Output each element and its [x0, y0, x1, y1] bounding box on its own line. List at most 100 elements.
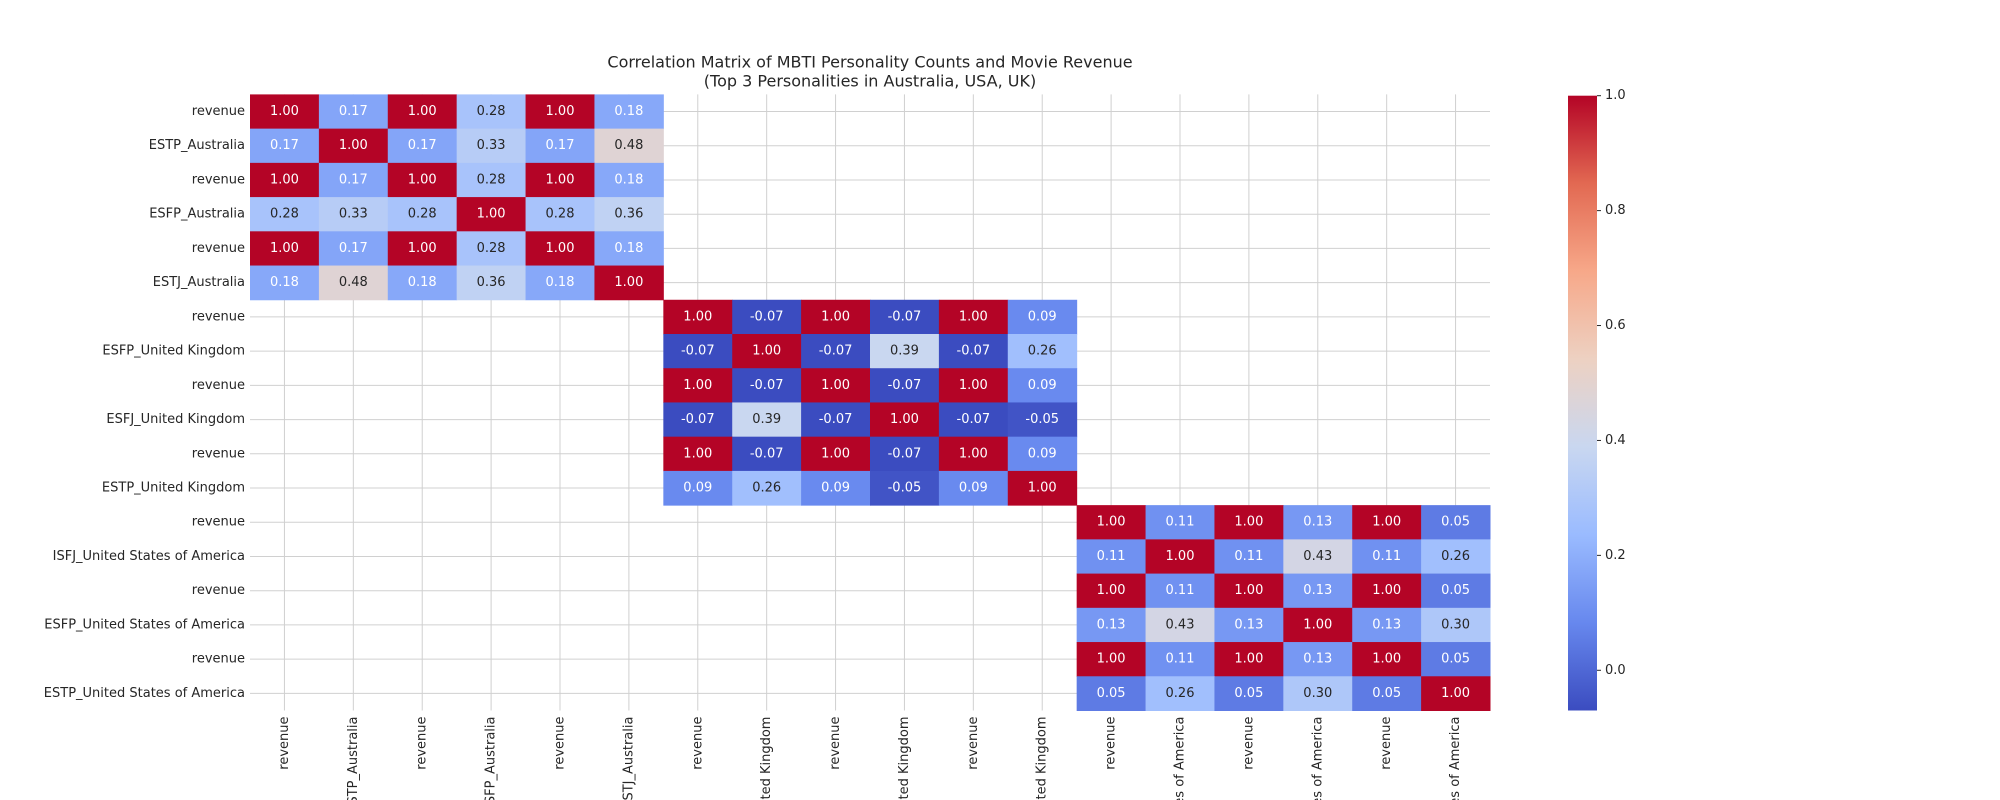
heatmap-cell [801, 368, 871, 403]
cell-label: 0.05 [1234, 686, 1263, 701]
heatmap-cell [1421, 607, 1491, 643]
cell-label: -0.07 [819, 344, 853, 359]
heatmap-cell [1007, 368, 1078, 403]
cell-label: 1.00 [1372, 515, 1401, 530]
heatmap-cell [938, 470, 1009, 506]
cell-label: 1.00 [408, 241, 437, 256]
cell-label: 0.18 [408, 275, 437, 290]
cell-label: 0.28 [477, 104, 506, 119]
cell-label: 0.11 [1234, 549, 1263, 564]
heatmap-cell [801, 299, 871, 335]
heatmap-cell [938, 299, 1009, 335]
heatmap-cell [318, 128, 389, 164]
heatmap-cell [1421, 505, 1491, 540]
cell-label: -0.07 [888, 309, 922, 324]
cell-label: -0.05 [888, 481, 922, 496]
heatmap-cell [318, 265, 389, 301]
heatmap-cell [938, 333, 1009, 369]
heatmap-cell [594, 231, 664, 267]
colorbar-tick-label: 0.8 [1605, 203, 1626, 218]
heatmap-cell [732, 299, 802, 335]
heatmap-cell [1352, 607, 1422, 643]
chart-title: Correlation Matrix of MBTI Personality C… [607, 53, 1132, 72]
heatmap-cell [387, 197, 458, 232]
heatmap-cell [1076, 607, 1147, 643]
cell-label: 1.00 [614, 275, 643, 290]
heatmap-cell [1214, 539, 1284, 575]
heatmap-cell [732, 470, 802, 506]
heatmap-cell [250, 128, 320, 164]
heatmap-cell [1283, 642, 1353, 677]
heatmap-cell [525, 94, 595, 130]
cell-label: 1.00 [1372, 583, 1401, 598]
cell-label: 0.11 [1166, 652, 1195, 667]
heatmap-cell [1076, 676, 1147, 711]
heatmap-cell [318, 162, 389, 198]
heatmap-cell [870, 436, 940, 472]
x-tick-label: ESTP_Australia [346, 717, 361, 800]
cell-label: 1.00 [959, 446, 988, 461]
heatmap-cell [663, 436, 733, 472]
cell-label: 0.36 [477, 275, 506, 290]
x-tick-label: revenue [415, 717, 430, 770]
cell-label: 0.28 [546, 207, 575, 222]
heatmap-cell [594, 197, 664, 232]
cell-label: 1.00 [270, 241, 299, 256]
heatmap-cell [318, 94, 389, 130]
heatmap-cell [663, 368, 733, 403]
heatmap-cell [1352, 676, 1422, 711]
heatmap-cell [1007, 299, 1078, 335]
colorbar-tick-label: 1.0 [1605, 88, 1626, 103]
heatmap-cell [456, 197, 527, 232]
heatmap-cell [663, 333, 733, 369]
heatmap-cell [870, 470, 940, 506]
colorbar-tick-label: 0.4 [1605, 433, 1626, 448]
cell-label: 1.00 [546, 104, 575, 119]
cell-label: -0.05 [1025, 412, 1059, 427]
heatmap-cell [732, 402, 802, 438]
heatmap-cell [870, 368, 940, 403]
cell-label: 0.26 [1028, 344, 1057, 359]
cell-label: 0.13 [1303, 583, 1332, 598]
cell-label: 0.17 [408, 138, 437, 153]
heatmap-cell [801, 436, 871, 472]
heatmap-cell [387, 94, 458, 130]
colorbar [1568, 95, 1597, 711]
heatmap-cell [250, 197, 320, 232]
cell-label: 0.09 [959, 481, 988, 496]
cell-label: -0.07 [681, 412, 715, 427]
x-tick-label: ESFP_United Kingdom [759, 717, 774, 800]
cell-label: 0.17 [546, 138, 575, 153]
cell-label: 0.17 [339, 172, 368, 187]
heatmap-cell [1352, 505, 1422, 540]
cell-label: 1.00 [1097, 583, 1126, 598]
cell-label: 0.43 [1166, 617, 1195, 632]
heatmap-cell [456, 265, 527, 301]
cell-label: 1.00 [1234, 583, 1263, 598]
heatmap-cell [1076, 642, 1147, 677]
cell-label: 0.13 [1303, 515, 1332, 530]
cell-label: 0.09 [1028, 446, 1057, 461]
cell-label: 0.26 [1441, 549, 1470, 564]
cell-label: 0.48 [614, 138, 643, 153]
heatmap-cell [801, 470, 871, 506]
x-tick-label: revenue [553, 717, 568, 770]
heatmap-cell [1214, 607, 1284, 643]
y-tick-label: revenue [192, 172, 245, 187]
cell-label: 0.05 [1441, 583, 1470, 598]
heatmap-cell [387, 265, 458, 301]
cell-label: 0.11 [1166, 583, 1195, 598]
heatmap-cell [594, 265, 664, 301]
y-tick-label: ESTP_United Kingdom [102, 481, 245, 496]
cell-label: -0.07 [957, 344, 991, 359]
cell-label: 0.33 [477, 138, 506, 153]
cell-label: -0.07 [957, 412, 991, 427]
heatmap-cell [250, 162, 320, 198]
y-tick-label: ESTP_United States of America [44, 686, 245, 701]
heatmap-cell [1283, 676, 1353, 711]
heatmap-cell [387, 162, 458, 198]
y-tick-label: revenue [192, 378, 245, 393]
y-tick-label: ISFJ_United States of America [53, 549, 245, 564]
cell-label: -0.07 [819, 412, 853, 427]
